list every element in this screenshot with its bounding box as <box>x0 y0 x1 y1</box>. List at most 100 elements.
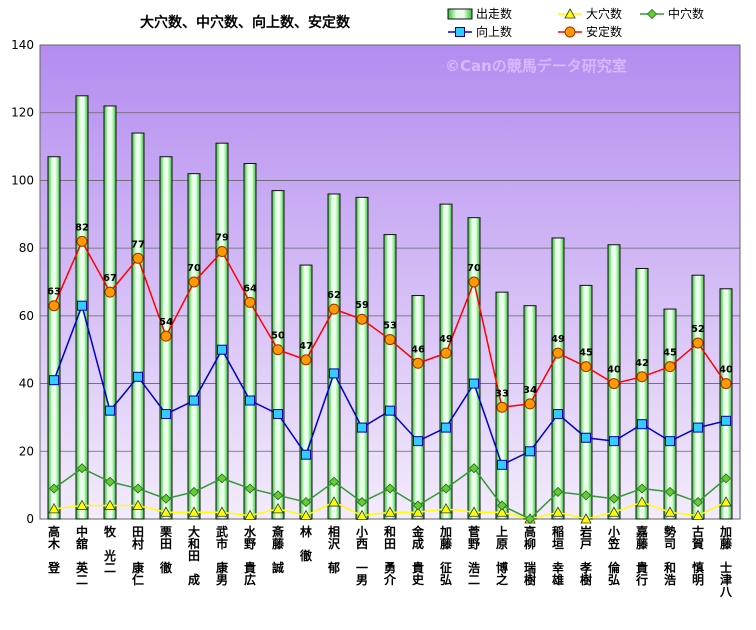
point-向上数-23 <box>693 422 703 433</box>
data-label-安定数-8: 50 <box>271 331 285 342</box>
legend-marker-向上数 <box>455 27 465 37</box>
point-大穴数-20 <box>608 506 620 517</box>
bar-出走数-3 <box>131 132 145 520</box>
point-向上数-16 <box>497 459 507 470</box>
point-中穴数-21 <box>636 483 648 494</box>
point-大穴数-24 <box>720 496 732 507</box>
point-安定数-10 <box>328 303 340 315</box>
point-中穴数-20 <box>608 493 620 504</box>
point-安定数-22 <box>664 361 676 373</box>
point-安定数-3 <box>132 252 144 264</box>
point-向上数-7 <box>245 395 255 406</box>
bar-出走数-7 <box>243 163 257 520</box>
point-安定数-8 <box>272 344 284 356</box>
bar-出走数-23 <box>691 274 705 520</box>
point-安定数-5 <box>188 276 200 288</box>
point-向上数-4 <box>161 409 171 420</box>
legend-swatch-出走数 <box>447 8 473 20</box>
x-category-label: 金成 貴史 <box>411 524 425 587</box>
data-label-安定数-13: 46 <box>411 344 425 355</box>
point-中穴数-3 <box>132 483 144 494</box>
point-向上数-20 <box>609 436 619 447</box>
chart-title: 大穴数、中穴数、向上数、安定数 <box>140 14 351 31</box>
point-向上数-15 <box>469 378 479 389</box>
bar-出走数-24 <box>719 288 733 520</box>
legend-marker-安定数 <box>564 26 576 38</box>
point-中穴数-23 <box>692 497 704 508</box>
bar-出走数-22 <box>663 308 677 520</box>
point-安定数-17 <box>524 398 536 410</box>
point-中穴数-19 <box>580 490 592 501</box>
bar-出走数-13 <box>411 295 425 520</box>
point-向上数-12 <box>385 405 395 416</box>
point-向上数-10 <box>329 368 339 379</box>
x-category-label: 稲垣 幸雄 <box>551 524 564 587</box>
point-大穴数-10 <box>328 496 340 507</box>
point-中穴数-8 <box>272 490 284 501</box>
point-中穴数-17 <box>524 513 536 525</box>
data-label-安定数-15: 70 <box>467 263 481 274</box>
point-大穴数-3 <box>132 499 144 510</box>
point-安定数-4 <box>160 330 172 342</box>
point-向上数-11 <box>357 422 367 433</box>
x-category-label: 小笠 倫弘 <box>607 524 621 587</box>
x-category-label: 林 徹 <box>299 524 313 563</box>
point-向上数-14 <box>441 422 451 433</box>
legend-label-向上数: 向上数 <box>476 24 512 39</box>
x-category-label: 菅野 浩二 <box>468 524 480 587</box>
point-安定数-6 <box>216 246 228 258</box>
y-tick-label: 0 <box>26 512 34 526</box>
data-label-安定数-5: 70 <box>187 263 201 274</box>
bar-出走数-10 <box>327 193 341 520</box>
point-安定数-23 <box>692 337 704 349</box>
point-安定数-0 <box>48 300 60 312</box>
bar-出走数-5 <box>187 173 201 520</box>
point-大穴数-21 <box>636 496 648 507</box>
data-label-安定数-22: 45 <box>663 348 677 359</box>
point-大穴数-15 <box>468 506 480 517</box>
point-中穴数-18 <box>552 486 564 497</box>
point-向上数-8 <box>273 409 283 420</box>
point-中穴数-15 <box>468 463 480 474</box>
data-label-安定数-14: 49 <box>439 334 453 345</box>
point-安定数-16 <box>496 401 508 413</box>
point-中穴数-10 <box>328 476 340 487</box>
point-安定数-1 <box>76 235 88 247</box>
point-向上数-9 <box>301 449 311 460</box>
point-向上数-19 <box>581 432 591 443</box>
bar-出走数-19 <box>579 284 593 520</box>
x-axis: 高木 登中舘 英二牧 光二 田村 康仁 栗田 徹 大和田 成 武市 康男 水野 貴広 斎藤 … <box>47 524 733 599</box>
x-category-label: 斎藤 誠 <box>271 524 285 575</box>
legend-label-出走数: 出走数 <box>476 6 512 21</box>
y-tick-label: 60 <box>19 309 34 323</box>
point-向上数-17 <box>525 446 535 457</box>
point-大穴数-14 <box>440 503 452 514</box>
y-tick-label: 80 <box>19 241 34 255</box>
point-安定数-18 <box>552 347 564 359</box>
line-series: 63 82 67 77 54 70 79 64 50 47 62 59 53 46 49 70 33 34 49 45… <box>47 222 733 525</box>
point-大穴数-18 <box>552 506 564 517</box>
data-label-安定数-24: 40 <box>719 365 733 376</box>
data-label-安定数-1: 82 <box>75 222 89 233</box>
x-category-label: 勢司 和浩 <box>663 524 676 587</box>
point-中穴数-11 <box>356 497 368 508</box>
data-label-安定数-4: 54 <box>159 317 173 328</box>
point-大穴数-23 <box>692 509 704 521</box>
point-安定数-19 <box>580 361 592 373</box>
point-向上数-1 <box>77 300 87 311</box>
bar-出走数-11 <box>355 196 369 520</box>
point-中穴数-14 <box>440 483 452 494</box>
point-向上数-2 <box>105 405 115 416</box>
point-大穴数-8 <box>272 503 284 514</box>
point-安定数-24 <box>720 378 732 390</box>
x-category-label: 加藤 征弘 <box>439 524 453 587</box>
x-category-label: 武市 康男 <box>216 524 229 587</box>
bar-出走数-2 <box>103 105 117 520</box>
legend-label-中穴数: 中穴数 <box>668 6 704 21</box>
point-大穴数-0 <box>48 503 60 514</box>
point-大穴数-11 <box>356 509 368 521</box>
x-category-label: 相沢 郁 <box>327 524 341 575</box>
bar-出走数-6 <box>215 142 229 520</box>
bar-series <box>47 95 733 520</box>
point-安定数-7 <box>244 296 256 308</box>
